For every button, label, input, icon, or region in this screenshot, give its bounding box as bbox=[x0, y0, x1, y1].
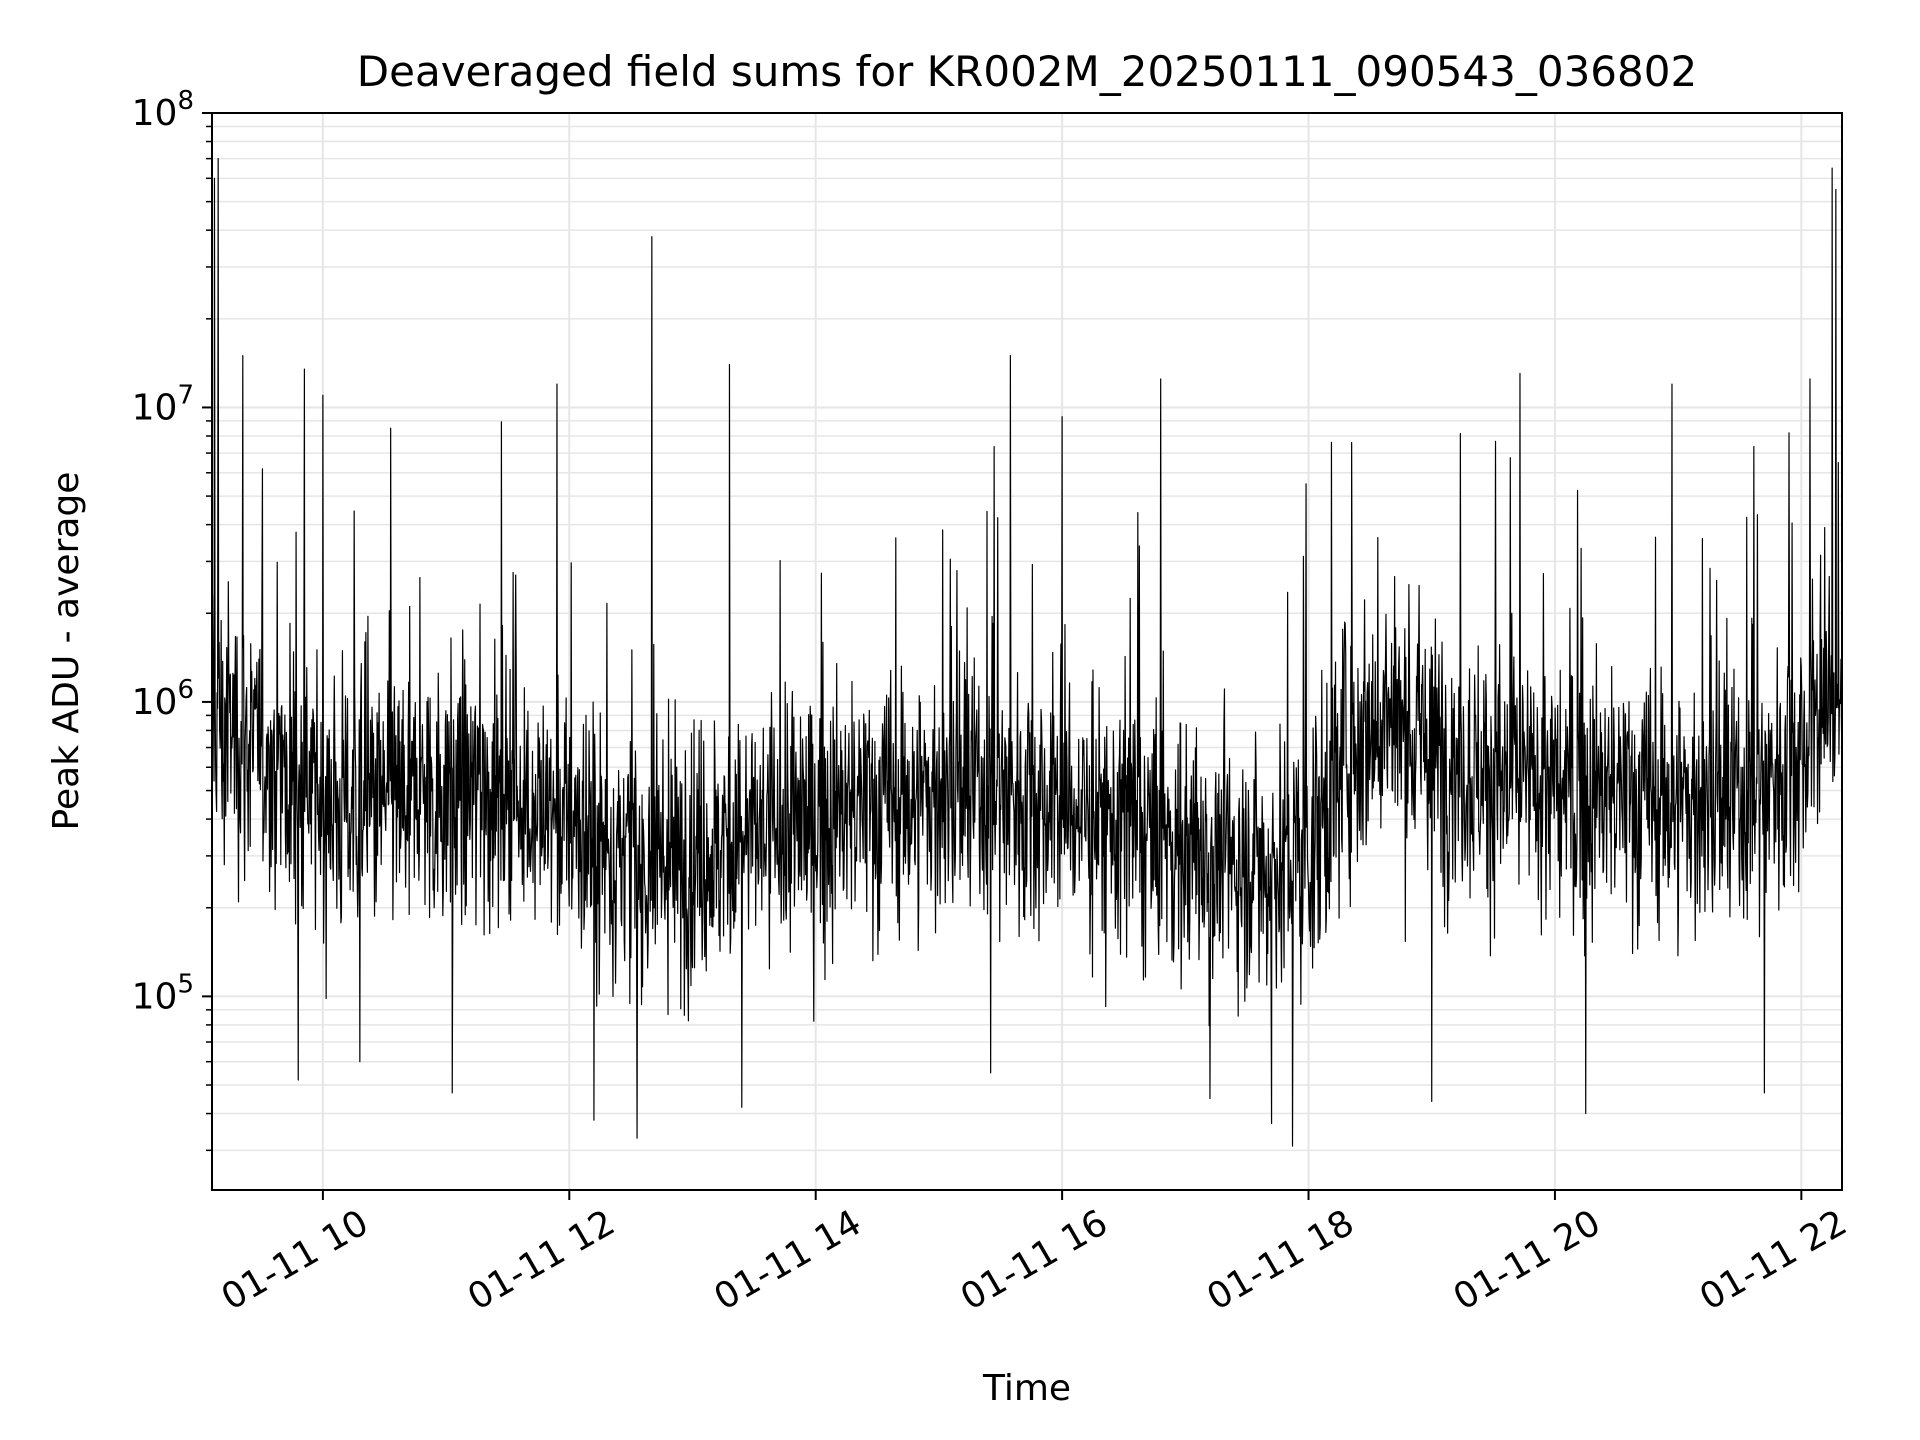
plot-frame bbox=[211, 112, 1843, 1191]
y-axis-label: Peak ADU - average bbox=[46, 472, 87, 831]
axes bbox=[211, 112, 1843, 1191]
y-tick-label: 105 bbox=[132, 969, 194, 1017]
y-tick-label: 108 bbox=[132, 86, 194, 134]
y-tick-label: 106 bbox=[132, 675, 194, 723]
x-axis-label: Time bbox=[982, 1368, 1071, 1409]
chart-title: Deaveraged field sums for KR002M_2025011… bbox=[357, 47, 1697, 96]
series-line bbox=[211, 158, 1843, 1147]
series-layer bbox=[211, 158, 1843, 1147]
y-tick-label: 107 bbox=[132, 380, 194, 428]
